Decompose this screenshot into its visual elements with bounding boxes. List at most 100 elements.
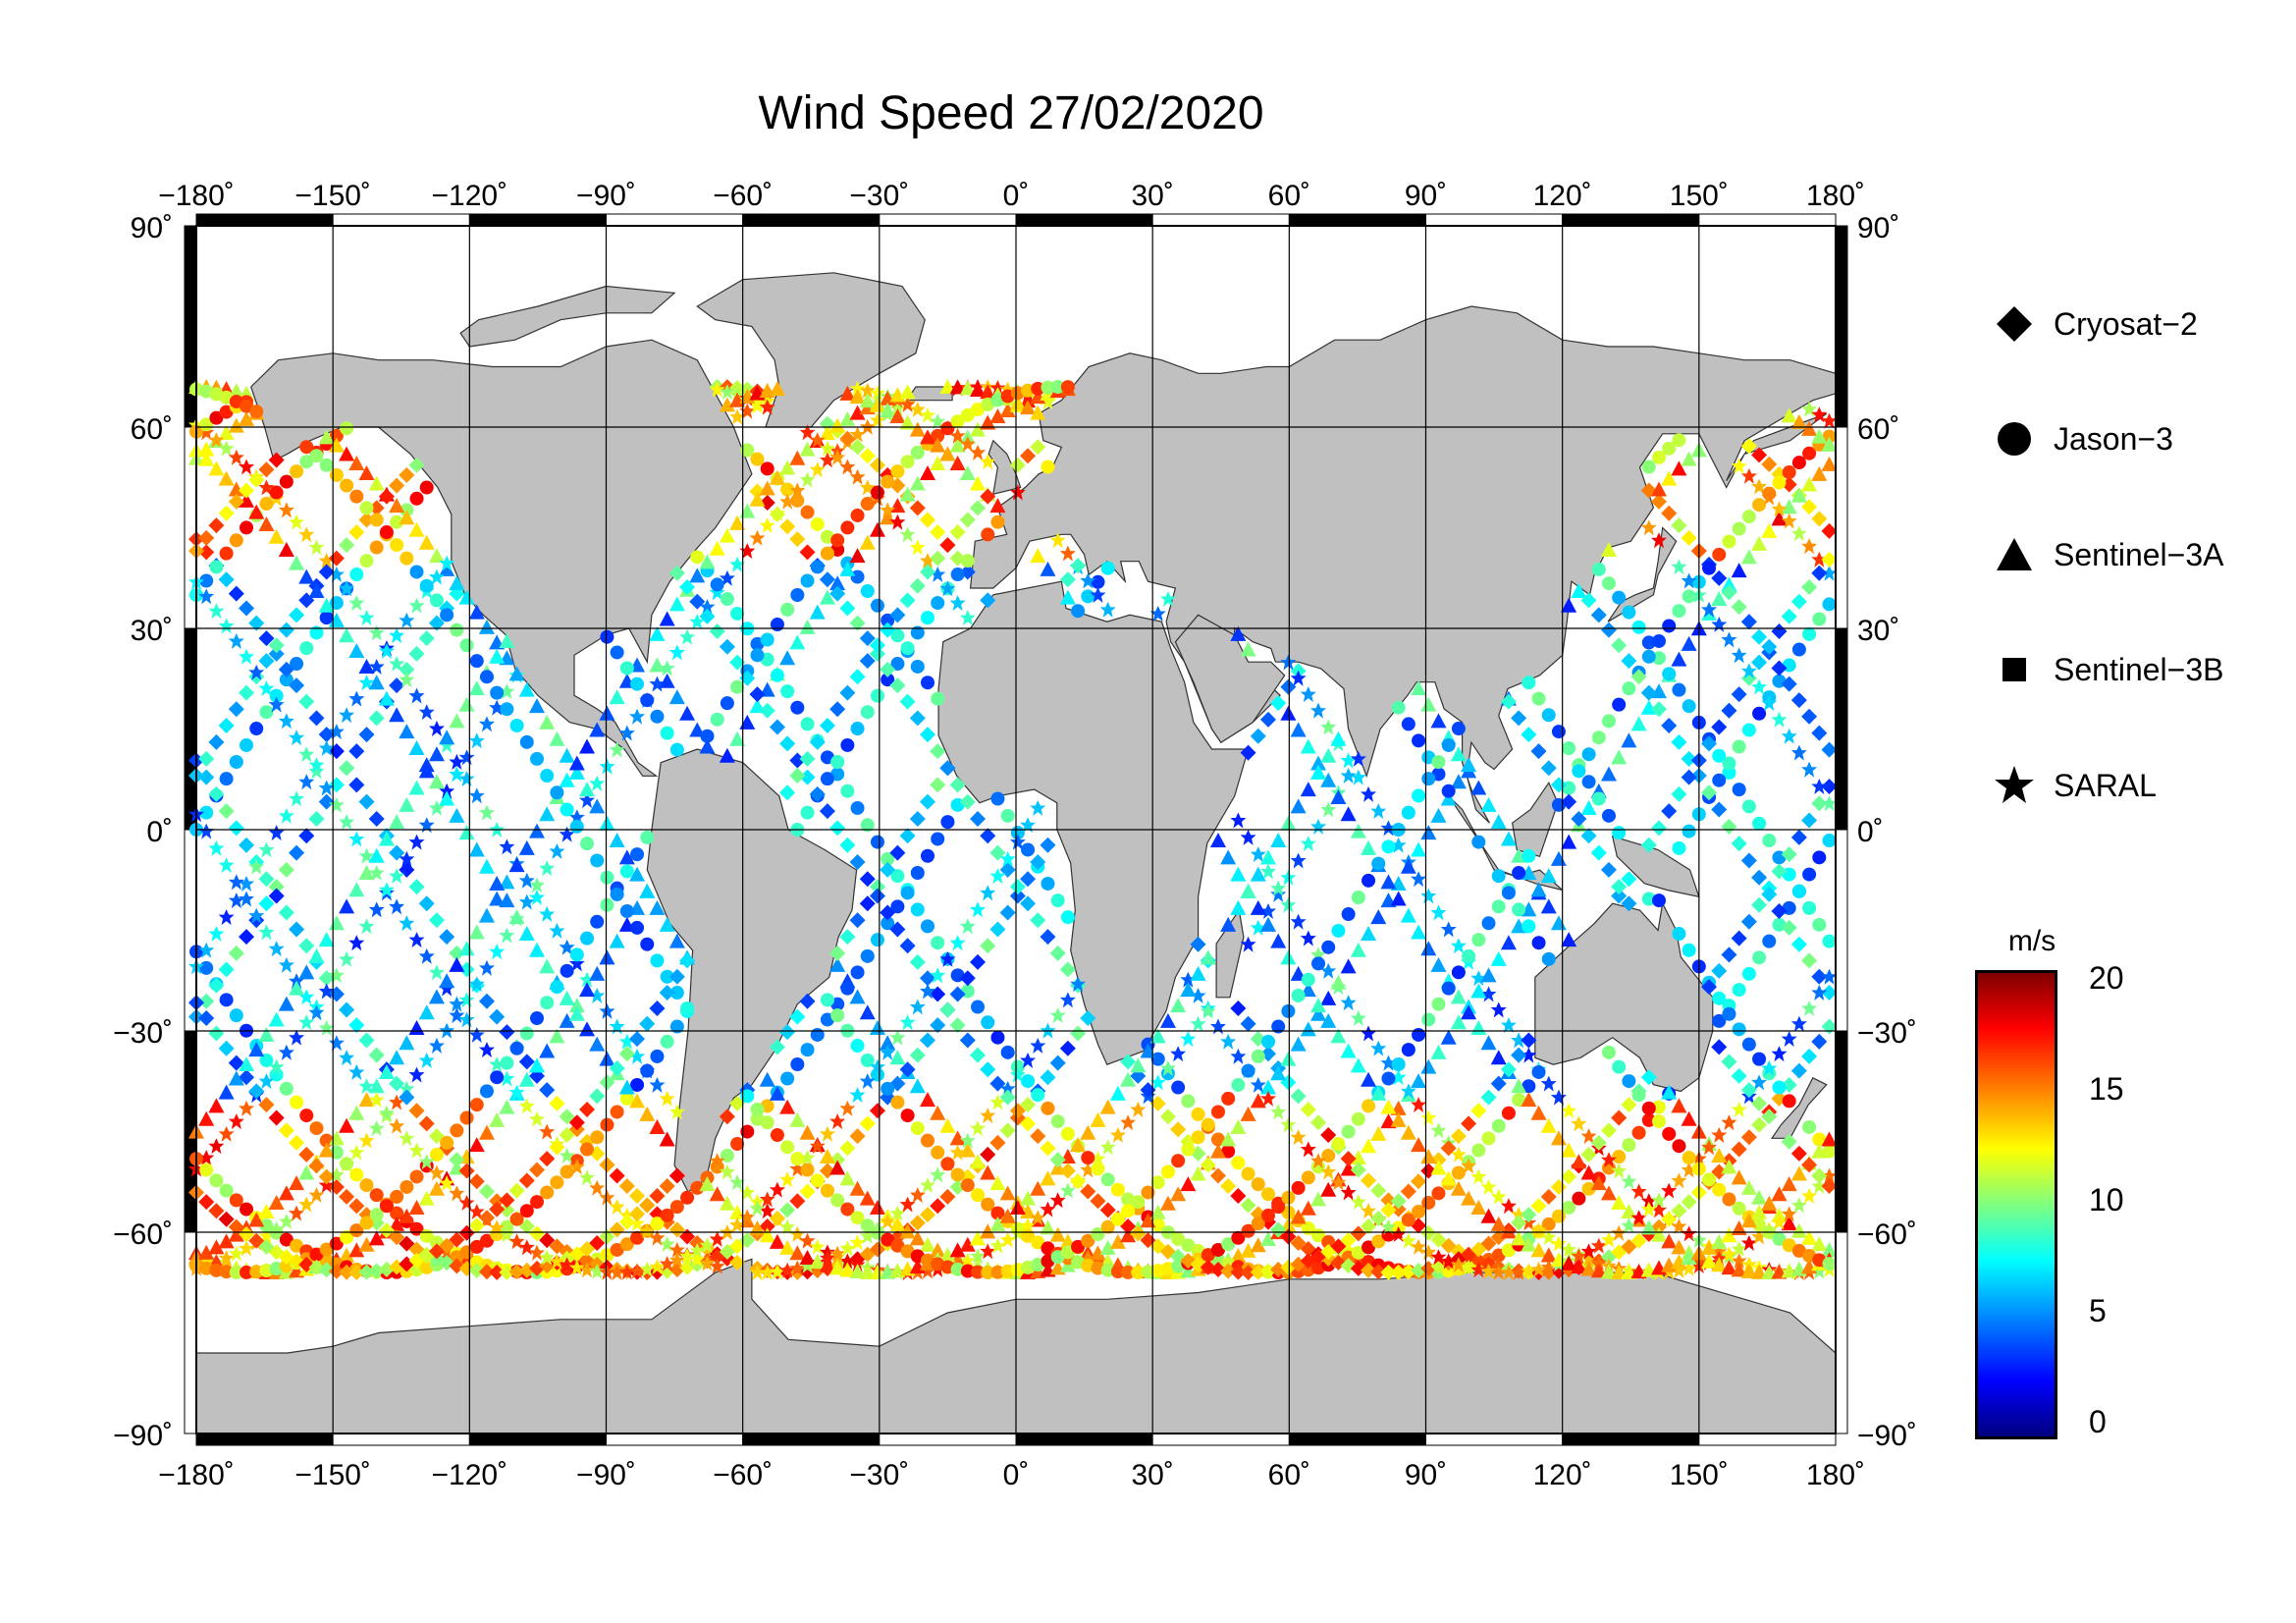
track-point bbox=[668, 1104, 685, 1120]
track-point bbox=[389, 898, 405, 915]
track-point bbox=[378, 882, 395, 898]
satellite-tracks bbox=[188, 379, 1838, 1280]
track-point bbox=[308, 1158, 325, 1174]
track-point bbox=[1441, 784, 1456, 798]
track-point bbox=[1540, 1075, 1557, 1092]
track-point bbox=[1811, 551, 1828, 568]
track-point bbox=[709, 623, 725, 640]
track-point bbox=[880, 1035, 896, 1051]
track-point bbox=[920, 1263, 936, 1279]
track-point bbox=[971, 1000, 986, 1014]
track-point bbox=[1540, 1117, 1557, 1133]
tick-label: −90˚ bbox=[1857, 1420, 1917, 1452]
track-point bbox=[1751, 1264, 1768, 1279]
track-point bbox=[449, 807, 465, 823]
track-point bbox=[209, 1263, 224, 1277]
track-point bbox=[1611, 1264, 1628, 1279]
track-point bbox=[1601, 714, 1616, 729]
track-point bbox=[921, 848, 935, 863]
track-point bbox=[1801, 499, 1818, 515]
track-point bbox=[729, 392, 746, 407]
track-point bbox=[1240, 1242, 1256, 1258]
legend-item-jason: Jason−3 bbox=[1993, 414, 2173, 463]
track-point bbox=[940, 421, 955, 436]
track-point bbox=[1821, 565, 1838, 581]
track-point bbox=[799, 471, 816, 488]
track-point bbox=[519, 1204, 534, 1218]
track-point bbox=[889, 844, 906, 861]
track-point bbox=[1149, 1204, 1166, 1219]
track-point bbox=[1740, 1263, 1757, 1278]
track-point bbox=[649, 1076, 666, 1093]
track-point bbox=[739, 503, 756, 518]
track-point bbox=[1580, 828, 1597, 844]
track-point bbox=[799, 993, 816, 1009]
track-point bbox=[449, 1007, 465, 1024]
track-point bbox=[1600, 1152, 1617, 1168]
track-point bbox=[789, 1008, 806, 1025]
track-point bbox=[1141, 1265, 1155, 1279]
track-point bbox=[689, 614, 706, 630]
track-point bbox=[240, 1202, 254, 1217]
track-point bbox=[1381, 1071, 1396, 1086]
track-point bbox=[1661, 470, 1678, 486]
track-point bbox=[1320, 1012, 1337, 1028]
track-point bbox=[759, 702, 775, 719]
track-point bbox=[1812, 1132, 1827, 1147]
track-point bbox=[1341, 907, 1356, 922]
track-point bbox=[1412, 1027, 1426, 1042]
track-point bbox=[618, 1046, 635, 1062]
track-point bbox=[769, 506, 785, 522]
track-point bbox=[830, 1193, 845, 1208]
track-point bbox=[1440, 1029, 1457, 1045]
track-point bbox=[248, 858, 265, 875]
track-point bbox=[489, 891, 506, 906]
track-point bbox=[278, 807, 294, 824]
track-point bbox=[789, 1193, 806, 1210]
track-point bbox=[1040, 561, 1056, 576]
track-point bbox=[298, 1146, 315, 1163]
track-point bbox=[499, 1202, 515, 1218]
track-point bbox=[418, 630, 435, 647]
tick-label: −30˚ bbox=[113, 1017, 173, 1050]
track-point bbox=[618, 1264, 635, 1280]
colorbar-title: m/s bbox=[2007, 925, 2056, 957]
track-point bbox=[780, 1140, 795, 1155]
track-point bbox=[298, 938, 315, 954]
track-point bbox=[1731, 1141, 1747, 1158]
tick-label: 30˚ bbox=[1131, 1459, 1174, 1491]
track-point bbox=[1731, 686, 1747, 703]
track-point bbox=[1811, 1263, 1828, 1279]
track-point bbox=[1480, 967, 1497, 983]
track-point bbox=[1100, 1172, 1115, 1187]
track-point bbox=[228, 1070, 244, 1086]
track-point bbox=[939, 1117, 956, 1133]
track-point bbox=[1741, 723, 1756, 737]
track-point bbox=[900, 455, 915, 469]
track-point bbox=[568, 998, 585, 1013]
track-point bbox=[278, 956, 294, 973]
track-point bbox=[1741, 1037, 1756, 1052]
track-point bbox=[568, 764, 585, 780]
track-point bbox=[1050, 1114, 1065, 1129]
track-point bbox=[668, 933, 685, 948]
track-point bbox=[1671, 1172, 1687, 1189]
track-point bbox=[829, 417, 846, 433]
track-point bbox=[289, 790, 305, 807]
track-point bbox=[849, 989, 866, 1004]
track-point bbox=[339, 1117, 355, 1133]
track-point bbox=[668, 644, 685, 661]
track-point bbox=[479, 1233, 494, 1248]
track-point bbox=[559, 1109, 575, 1125]
track-point bbox=[308, 810, 325, 827]
track-point bbox=[509, 1212, 524, 1226]
track-point bbox=[668, 689, 685, 705]
track-point bbox=[630, 1230, 645, 1245]
track-point bbox=[980, 488, 996, 505]
track-point bbox=[1640, 1193, 1657, 1210]
track-point bbox=[1701, 1139, 1718, 1156]
track-point bbox=[729, 514, 746, 530]
track-point bbox=[1481, 1131, 1496, 1146]
track-point bbox=[208, 785, 225, 802]
track-point bbox=[1562, 1200, 1576, 1215]
